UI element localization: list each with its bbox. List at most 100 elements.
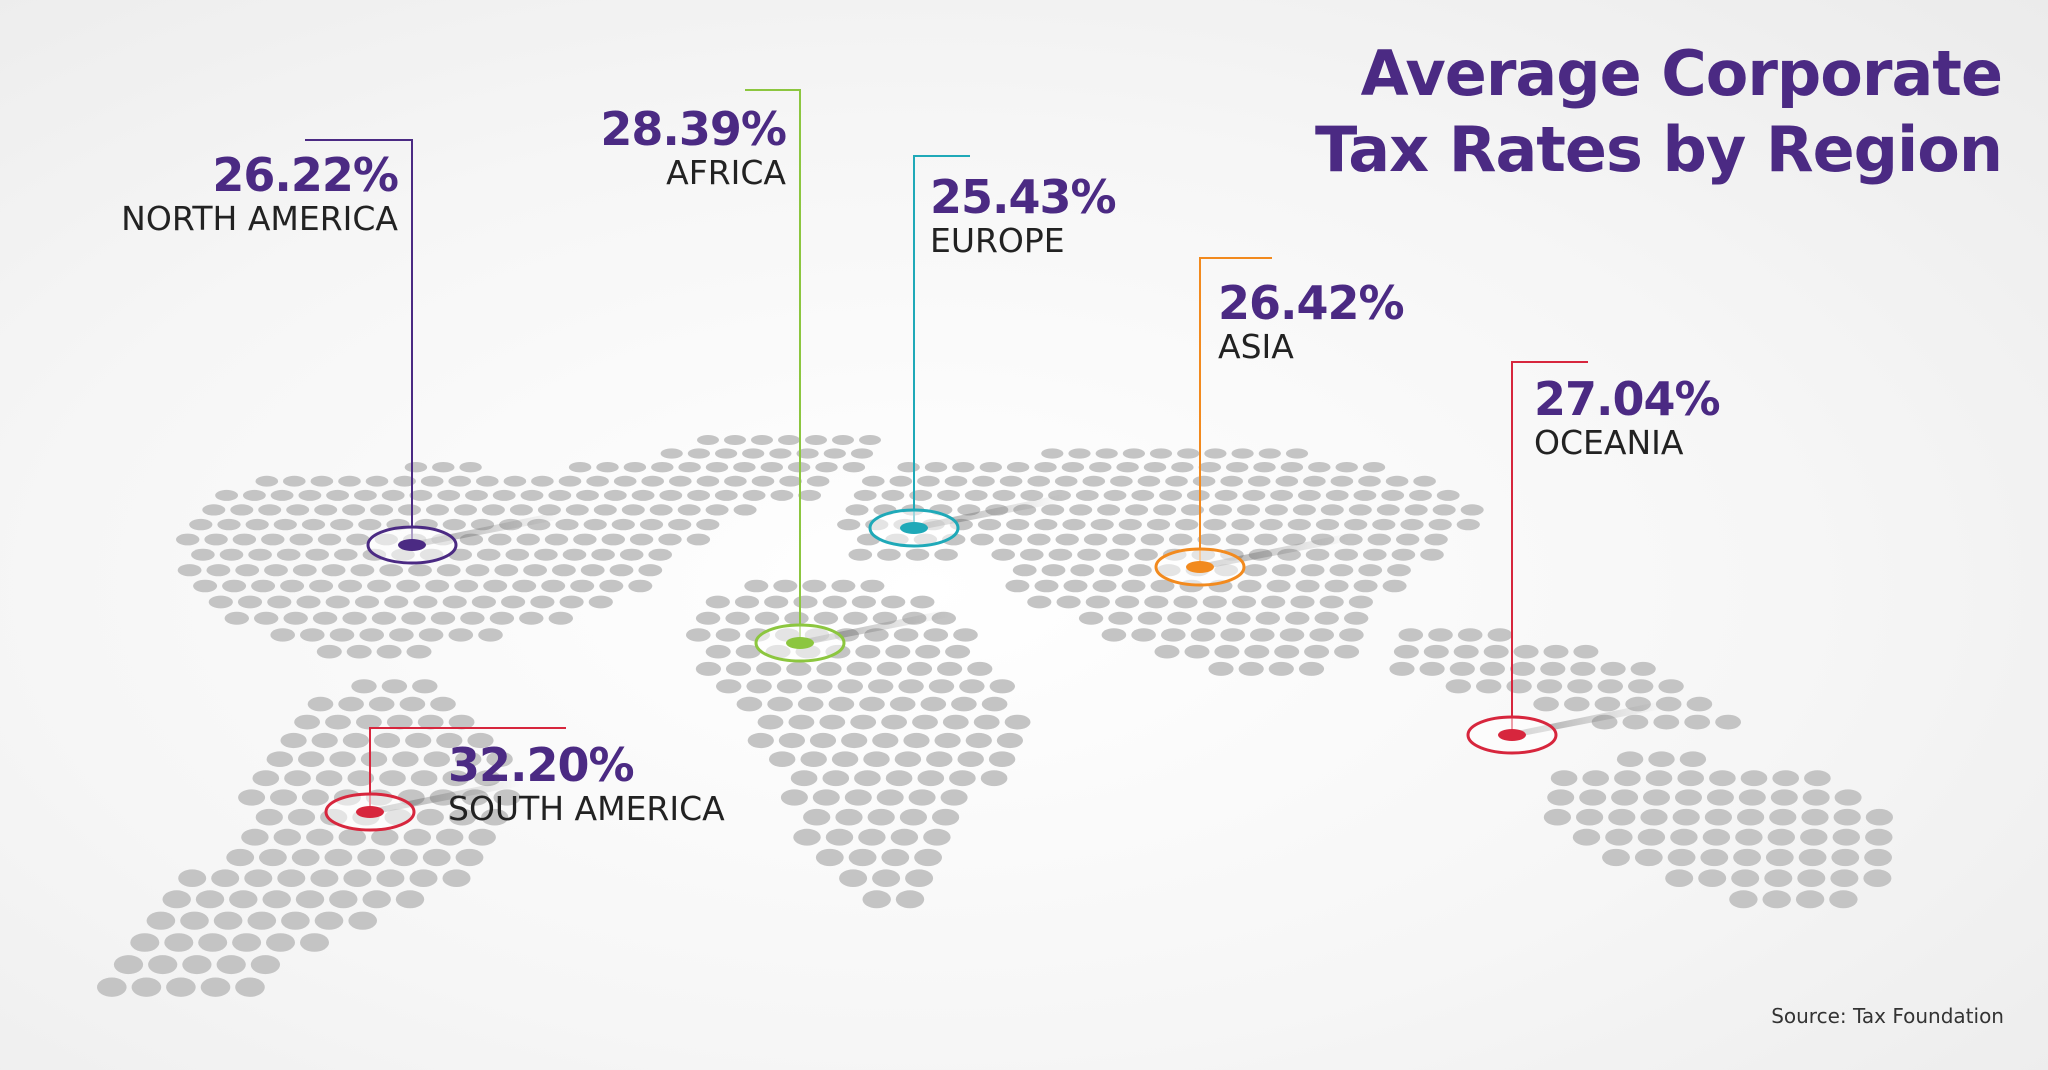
map-dot [565, 504, 589, 516]
map-dot [390, 848, 418, 867]
map-dot [890, 828, 919, 846]
map-dot [1432, 504, 1456, 516]
map-dot [1287, 518, 1311, 531]
map-dot [991, 548, 1015, 561]
map-dot [448, 475, 472, 487]
map-dot [338, 828, 366, 846]
map-dot [324, 848, 353, 867]
chart-title: Average Corporate Tax Rates by Region [1315, 36, 2003, 188]
map-dot [862, 475, 885, 487]
map-dot [1655, 696, 1682, 712]
map-dot [530, 595, 555, 609]
map-dot [1275, 475, 1299, 487]
map-dot [858, 828, 886, 846]
map-dot [423, 751, 450, 767]
map-dot [270, 789, 297, 806]
map-dot [273, 518, 297, 531]
map-dot [859, 435, 881, 445]
map-dot [1409, 489, 1432, 501]
map-dot [474, 770, 501, 787]
map-dot [298, 489, 322, 501]
map-dot [481, 504, 505, 516]
map-dot [1600, 661, 1626, 676]
map-dot [1334, 644, 1360, 659]
map-dot [1865, 828, 1893, 846]
map-dot [1020, 489, 1044, 501]
map-dot [754, 611, 780, 625]
value-north-america: 26.22% [212, 148, 399, 202]
map-dot [583, 518, 607, 531]
map-dot [520, 489, 544, 501]
map-dot [381, 679, 408, 694]
map-dot [465, 489, 488, 501]
map-dot [346, 533, 370, 546]
map-dot [1740, 770, 1768, 787]
map-dot [867, 808, 895, 826]
region-pins-layer [305, 89, 1662, 832]
map-dot [298, 751, 325, 767]
map-dot [1863, 869, 1892, 887]
value-south-america: 32.20% [448, 738, 635, 792]
map-dot [580, 564, 605, 577]
map-dot [436, 564, 461, 577]
map-dot [659, 489, 683, 501]
map-dot [354, 489, 377, 501]
map-dot [1315, 518, 1340, 531]
map-dot [348, 911, 378, 930]
map-dot [1456, 518, 1480, 531]
map-dot [325, 595, 350, 609]
map-dot [1056, 595, 1081, 609]
map-dot [465, 564, 490, 577]
name-asia: ASIA [1218, 327, 1294, 366]
map-dot [1012, 564, 1037, 577]
map-dot [1131, 628, 1156, 642]
map-dot [1290, 595, 1315, 609]
map-dot [889, 696, 916, 712]
label-south-america: 32.20% SOUTH AMERICA [448, 740, 725, 828]
map-dot [695, 611, 721, 625]
map-dot [454, 579, 479, 593]
map-dot [844, 789, 872, 806]
map-dot [311, 732, 338, 749]
map-dot [254, 611, 279, 625]
map-dot [822, 770, 850, 787]
map-dot [413, 595, 438, 609]
map-dot [724, 435, 746, 445]
map-dot [641, 475, 664, 487]
map-dot [1533, 696, 1559, 712]
map-dot [1112, 533, 1136, 546]
map-dot [448, 714, 475, 730]
map-dot [1085, 595, 1110, 609]
map-dot [1034, 579, 1059, 593]
map-dot [967, 661, 993, 676]
map-dot [488, 533, 512, 546]
map-dot [430, 611, 456, 625]
map-dot [1424, 533, 1448, 546]
map-dot [359, 628, 385, 642]
map-dot [917, 475, 940, 487]
map-dot [586, 475, 609, 487]
map-dot [432, 462, 455, 473]
map-dot [1729, 890, 1758, 909]
map-dot [839, 869, 868, 887]
map-dot [247, 911, 277, 930]
pin-center [1498, 729, 1526, 741]
map-dot [751, 475, 775, 487]
map-dot [832, 435, 854, 445]
map-dot [1231, 518, 1255, 531]
value-asia: 26.42% [1218, 276, 1405, 330]
map-dot [1608, 808, 1636, 826]
map-dot [373, 732, 401, 749]
map-dot [1005, 579, 1030, 593]
map-dot [176, 533, 200, 546]
map-dot [342, 732, 369, 749]
map-dot [379, 770, 406, 787]
map-dot [806, 475, 830, 487]
map-dot [1159, 489, 1182, 501]
map-dot [235, 977, 265, 997]
map-dot [516, 533, 540, 546]
map-dot [1829, 890, 1858, 909]
map-dot [905, 548, 930, 561]
map-dot [1547, 789, 1575, 806]
map-dot [534, 548, 558, 561]
